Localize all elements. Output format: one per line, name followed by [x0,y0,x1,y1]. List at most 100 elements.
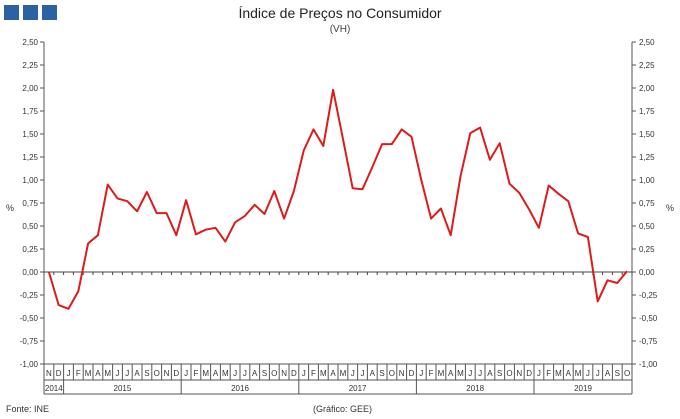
data-point [273,190,275,192]
month-label: A [213,369,219,378]
y-tick-label-left: 2,00 [22,84,38,93]
month-label: M [202,369,209,378]
y-tick-label-right: 1,00 [639,176,655,185]
data-point [215,227,217,229]
month-label: A [487,369,493,378]
month-label: J [184,369,188,378]
data-point [303,150,305,152]
month-label: M [575,369,582,378]
y-tick-label-left: -1,00 [20,360,39,369]
y-tick-label-left: -0,25 [20,291,39,300]
month-label: O [154,369,160,378]
year-label: 2016 [231,384,249,393]
y-tick-label-left: 0,25 [22,245,38,254]
data-point [87,242,89,244]
y-tick-label-right: -1,00 [639,360,658,369]
credit-note: (Gráfico: GEE) [313,404,373,414]
month-label: F [193,369,198,378]
month-label: D [409,369,415,378]
chart-title: Índice de Preços no Consumidor [238,5,442,21]
y-tick-label-right: -0,75 [639,337,658,346]
y-tick-label-right: 1,25 [639,153,655,162]
y-tick-label-right: 0,50 [639,222,655,231]
data-point [518,192,520,194]
month-label: A [370,369,376,378]
month-label: F [429,369,434,378]
y-tick-label-right: 0,25 [639,245,655,254]
month-label: F [311,369,316,378]
y-tick-label-left: -0,50 [20,314,39,323]
month-label: D [291,369,297,378]
y-tick-label-right: 0,75 [639,199,655,208]
year-label: 2018 [466,384,484,393]
month-label: M [320,369,327,378]
month-label: D [56,369,62,378]
data-point [411,136,413,138]
y-tick-label-left: 2,50 [22,38,38,47]
data-point [391,143,393,145]
data-point [587,236,589,238]
data-point [597,300,599,302]
month-label: J [125,369,129,378]
data-point [420,179,422,181]
data-point [401,128,403,130]
month-label: J [351,369,355,378]
month-label: D [526,369,532,378]
year-label: 2017 [349,384,367,393]
data-point [107,184,109,186]
month-label: N [281,369,287,378]
month-label: N [516,369,522,378]
month-label: A [566,369,572,378]
y-tick-label-left: 1,00 [22,176,38,185]
logo-square-3 [42,5,57,20]
data-point [244,215,246,217]
y-tick-label-right: 1,50 [639,130,655,139]
data-point [607,279,609,281]
data-point [558,193,560,195]
logo-square-1 [4,5,19,20]
month-label: N [46,369,52,378]
y-unit-right: % [666,203,674,213]
y-tick-label-left: 2,25 [22,61,38,70]
y-tick-label-right: 2,50 [639,38,655,47]
y-tick-label-right: 0,00 [639,268,655,277]
data-point [342,138,344,140]
month-label: A [330,369,336,378]
source-note: Fonte: INE [6,404,50,414]
month-label: M [438,369,445,378]
data-point [126,200,128,202]
data-point [548,185,550,187]
data-point [68,308,70,310]
data-point [97,234,99,236]
data-point [371,166,373,168]
data-point [430,218,432,220]
month-label: M [104,369,111,378]
y-tick-label-right: -0,25 [639,291,658,300]
month-label: M [222,369,229,378]
data-point [117,197,119,199]
data-point [616,282,618,284]
data-point [146,191,148,193]
y-tick-label-left: 1,75 [22,107,38,116]
data-point [156,212,158,214]
month-label: N [399,369,405,378]
data-point [224,241,226,243]
y-tick-label-left: -0,75 [20,337,39,346]
month-label: J [537,369,541,378]
data-point [440,208,442,210]
month-label: M [85,369,92,378]
data-point [313,128,315,130]
y-tick-label-left: 0,00 [22,268,38,277]
month-label: A [252,369,258,378]
data-point [362,188,364,190]
month-label: S [144,369,149,378]
data-point [234,221,236,223]
month-label: J [233,369,237,378]
month-label: J [419,369,423,378]
data-point [626,270,628,272]
y-tick-label-left: 0,50 [22,222,38,231]
data-point [58,304,60,306]
year-label: 2019 [574,384,592,393]
data-point [499,142,501,144]
y-tick-label-left: 0,75 [22,199,38,208]
